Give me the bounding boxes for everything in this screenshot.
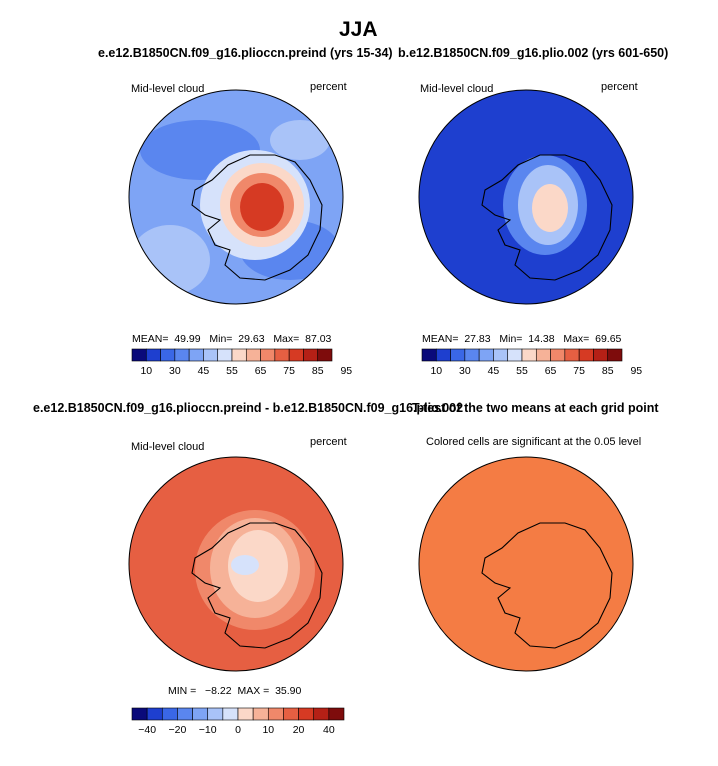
colorbar-tick-label: 45 [488, 365, 500, 377]
colorbar-tick-label: 40 [323, 724, 335, 736]
colorbar-cell [192, 707, 209, 721]
colorbar-cell [207, 707, 224, 721]
colorbar-cell [252, 707, 269, 721]
panel2-colorbar: 10 30 45 55 65 75 85 95 [421, 348, 642, 377]
colorbar-tick-label: −40 [138, 724, 156, 736]
colorbar-tick-label: 75 [283, 365, 295, 377]
colorbar-cell [237, 707, 254, 721]
colorbar-cell [174, 348, 190, 362]
colorbar-cell [146, 707, 163, 721]
colorbar-tick-label: 95 [630, 365, 642, 377]
colorbar-tick-label: 85 [602, 365, 614, 377]
colorbar-cell [593, 348, 609, 362]
colorbar-cell [131, 348, 147, 362]
colorbar-cell [274, 348, 290, 362]
colorbar-tick-label: 20 [293, 724, 305, 736]
colorbar-cell [298, 707, 315, 721]
colorbar-cell [328, 707, 345, 721]
panel3-map [129, 457, 343, 671]
colorbar-cell [478, 348, 494, 362]
panel3-units-label: percent [310, 436, 347, 448]
panel1-title: e.e12.B1850CN.f09_g16.plioccn.preind (yr… [98, 46, 393, 60]
colorbar-cell [607, 348, 623, 362]
colorbar-tick-label: 55 [516, 365, 528, 377]
panel3-colorbar: −40 −20 −10 0 10 20 40 [131, 707, 345, 736]
colorbar-cell [578, 348, 594, 362]
panel1-variable-label: Mid-level cloud [131, 83, 205, 95]
colorbar-cell [222, 707, 239, 721]
colorbar-cell [464, 348, 480, 362]
colorbar-cell [260, 348, 276, 362]
panel1-stats: MEAN= 49.99 Min= 29.63 Max= 87.03 [132, 333, 332, 345]
colorbar-tick-label: 65 [255, 365, 267, 377]
colorbar-cell [313, 707, 330, 721]
panel4-map [419, 457, 633, 671]
colorbar-cell [267, 707, 284, 721]
colorbar-tick-label: 0 [235, 724, 241, 736]
colorbar-cell [245, 348, 261, 362]
panel3-variable-label: Mid-level cloud [131, 441, 205, 453]
colorbar-tick-label: 10 [430, 365, 442, 377]
colorbar-tick-label: 30 [459, 365, 471, 377]
panel2-units-label: percent [601, 81, 638, 93]
colorbar-cell [317, 348, 333, 362]
colorbar-tick-label: 75 [573, 365, 585, 377]
colorbar-tick-label: 10 [262, 724, 274, 736]
colorbar-tick-label: 95 [340, 365, 352, 377]
colorbar-tick-label: 85 [312, 365, 324, 377]
colorbar-tick-label: 65 [545, 365, 557, 377]
colorbar-cell [450, 348, 466, 362]
panel1-units-label: percent [310, 81, 347, 93]
panel2-map [419, 90, 633, 304]
colorbar-tick-label: 45 [198, 365, 210, 377]
panel1-colorbar: 10 30 45 55 65 75 85 95 [131, 348, 352, 377]
colorbar-cell [564, 348, 580, 362]
colorbar-cell [188, 348, 204, 362]
panel2-variable-label: Mid-level cloud [420, 83, 494, 95]
colorbar-cell [217, 348, 233, 362]
colorbar-cell [493, 348, 509, 362]
colorbar-cell [521, 348, 537, 362]
colorbar-cell [550, 348, 566, 362]
colorbar-tick-label: −10 [199, 724, 217, 736]
colorbar-tick-label: 55 [226, 365, 238, 377]
colorbar-cell [421, 348, 437, 362]
colorbar-cell [161, 707, 178, 721]
panel3-title: e.e12.B1850CN.f09_g16.plioccn.preind - b… [33, 401, 464, 415]
colorbar-tick-label: −20 [169, 724, 187, 736]
colorbar-tick-label: 30 [169, 365, 181, 377]
colorbar-cell [288, 348, 304, 362]
colorbar-cell [203, 348, 219, 362]
panel2-stats: MEAN= 27.83 Min= 14.38 Max= 69.65 [422, 333, 622, 345]
colorbar-cell [535, 348, 551, 362]
colorbar-cell [231, 348, 247, 362]
colorbar-cell [507, 348, 523, 362]
colorbar-cell [131, 707, 148, 721]
main-title: JJA [339, 18, 378, 41]
colorbar-cell [160, 348, 176, 362]
colorbar-cell [435, 348, 451, 362]
panel1-map [129, 90, 343, 304]
colorbar-cell [145, 348, 161, 362]
panel2-title: b.e12.B1850CN.f09_g16.plio.002 (yrs 601-… [398, 46, 669, 60]
panel4-note: Colored cells are significant at the 0.0… [426, 436, 642, 448]
panel4-title: T-test of the two means at each grid poi… [412, 401, 659, 415]
colorbar-tick-label: 10 [140, 365, 152, 377]
colorbar-cell [303, 348, 319, 362]
panel3-stats: MIN = −8.22 MAX = 35.90 [168, 685, 302, 697]
colorbar-cell [177, 707, 193, 721]
colorbar-cell [283, 707, 299, 721]
